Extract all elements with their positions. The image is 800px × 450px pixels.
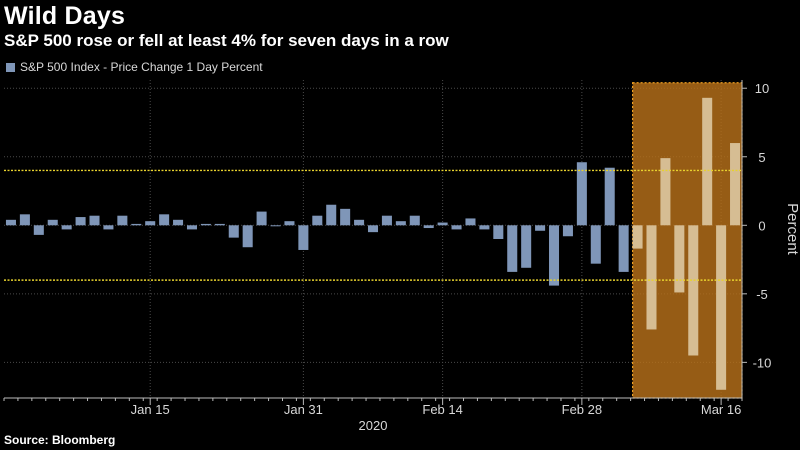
bar	[535, 225, 546, 231]
legend: S&P 500 Index - Price Change 1 Day Perce…	[6, 60, 263, 74]
bar	[730, 143, 741, 226]
bar	[367, 225, 379, 233]
bar	[75, 217, 86, 226]
x-tick-label: Feb 28	[562, 402, 602, 417]
bar	[493, 225, 504, 239]
bar	[381, 215, 392, 226]
x-tick-label: Jan 15	[131, 402, 170, 417]
bar	[159, 214, 170, 226]
bar	[145, 221, 156, 226]
bar	[521, 225, 532, 268]
bar	[549, 225, 560, 286]
chart-subtitle: S&P 500 rose or fell at least 4% for sev…	[4, 31, 449, 50]
bar	[437, 222, 448, 226]
y-tick-label: -10	[753, 355, 772, 370]
bar	[409, 215, 420, 226]
bar	[270, 225, 281, 227]
bar	[256, 211, 267, 226]
chart-title: Wild Days	[4, 2, 126, 30]
bar	[479, 225, 490, 230]
bar	[590, 225, 601, 264]
bar	[214, 223, 225, 226]
y-axis-title: Percent	[784, 203, 800, 256]
bar	[242, 225, 253, 248]
x-tick-label: Feb 14	[422, 402, 462, 417]
bar	[354, 219, 365, 226]
bar	[632, 225, 643, 249]
bar	[298, 225, 309, 250]
bar	[19, 214, 30, 226]
bar	[562, 225, 573, 237]
bar	[131, 223, 142, 226]
bar	[117, 215, 128, 226]
bar	[423, 225, 434, 229]
bar	[89, 215, 100, 226]
bar	[688, 225, 699, 356]
bar	[702, 97, 713, 226]
bar	[340, 208, 351, 226]
x-tick-label: Mar 16	[701, 402, 741, 417]
bar	[716, 225, 727, 390]
bar	[660, 158, 671, 226]
bar	[646, 225, 657, 330]
legend-label: S&P 500 Index - Price Change 1 Day Perce…	[20, 60, 263, 74]
bar	[507, 225, 518, 272]
bar	[576, 162, 587, 226]
bar	[604, 167, 615, 226]
bar	[451, 225, 462, 230]
bar	[618, 225, 629, 272]
bar	[674, 225, 685, 293]
bar	[200, 223, 211, 226]
bar	[173, 219, 184, 226]
y-tick-label: -5	[756, 287, 768, 302]
bar	[312, 215, 323, 226]
legend-swatch	[6, 62, 15, 72]
x-tick-label: Jan 31	[284, 402, 323, 417]
bar	[47, 219, 58, 226]
x-group-label: 2020	[359, 418, 388, 433]
y-tick-label: 5	[758, 150, 765, 165]
bar	[228, 225, 239, 238]
bar	[395, 221, 406, 226]
bar	[5, 219, 16, 226]
y-tick-label: 0	[758, 218, 765, 233]
bar	[33, 225, 44, 235]
source-note: Source: Bloomberg	[4, 433, 116, 447]
bar	[326, 204, 337, 226]
bar	[284, 221, 295, 226]
bar	[61, 225, 72, 230]
bar	[103, 225, 114, 230]
bar	[465, 218, 476, 226]
bar	[186, 225, 197, 230]
y-tick-label: 10	[755, 81, 769, 96]
